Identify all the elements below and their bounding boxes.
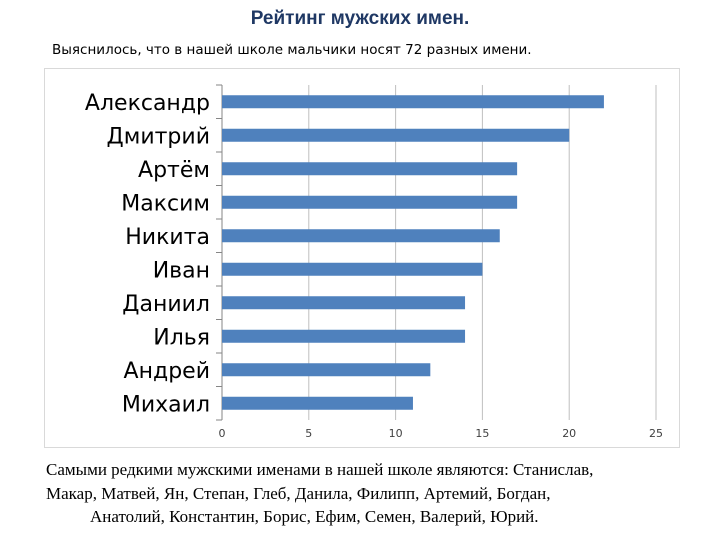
category-label: Дмитрий — [107, 124, 210, 149]
x-tick-label: 25 — [649, 427, 663, 440]
slide-title: Рейтинг мужских имен. — [250, 8, 470, 29]
x-tick-label: 20 — [562, 427, 576, 440]
footer-text: Самыми редкими мужскими именами в нашей … — [46, 458, 706, 529]
footer-line: Макар, Матвей, Ян, Степан, Глеб, Данила,… — [46, 483, 551, 503]
bar — [222, 296, 466, 310]
bar — [222, 329, 466, 343]
category-label: Андрей — [124, 359, 210, 384]
category-label: Иван — [153, 258, 210, 283]
footer-line: Самыми редкими мужскими именами в нашей … — [46, 460, 594, 479]
category-label: Михаил — [122, 392, 210, 417]
bar-chart: 0 5 10 15 20 25 Александр Дмитрий Артём Максим Ник… — [44, 68, 680, 448]
subtitle: Выяснилось, что в нашей школе мальчики н… — [52, 42, 532, 58]
category-label: Илья — [153, 325, 210, 350]
category-label: Максим — [121, 191, 210, 216]
category-label: Никита — [125, 225, 210, 250]
bar — [222, 363, 431, 377]
x-tick-label: 5 — [305, 427, 312, 440]
chart-canvas: 0 5 10 15 20 25 Александр Дмитрий Артём Максим Ник… — [85, 84, 663, 440]
bar — [222, 128, 570, 142]
bar — [222, 195, 518, 209]
x-tick-label: 15 — [475, 427, 489, 440]
bar — [222, 95, 604, 109]
bar — [222, 396, 413, 410]
bar — [222, 162, 518, 176]
category-label: Даниил — [122, 292, 210, 317]
category-label: Артём — [138, 158, 210, 183]
bar — [222, 262, 483, 276]
x-tick-label: 0 — [219, 427, 226, 440]
x-tick-label: 10 — [389, 427, 403, 440]
category-label: Александр — [85, 91, 210, 116]
footer-line: Анатолий, Константин, Борис, Ефим, Семен… — [90, 507, 539, 526]
bar — [222, 229, 500, 243]
